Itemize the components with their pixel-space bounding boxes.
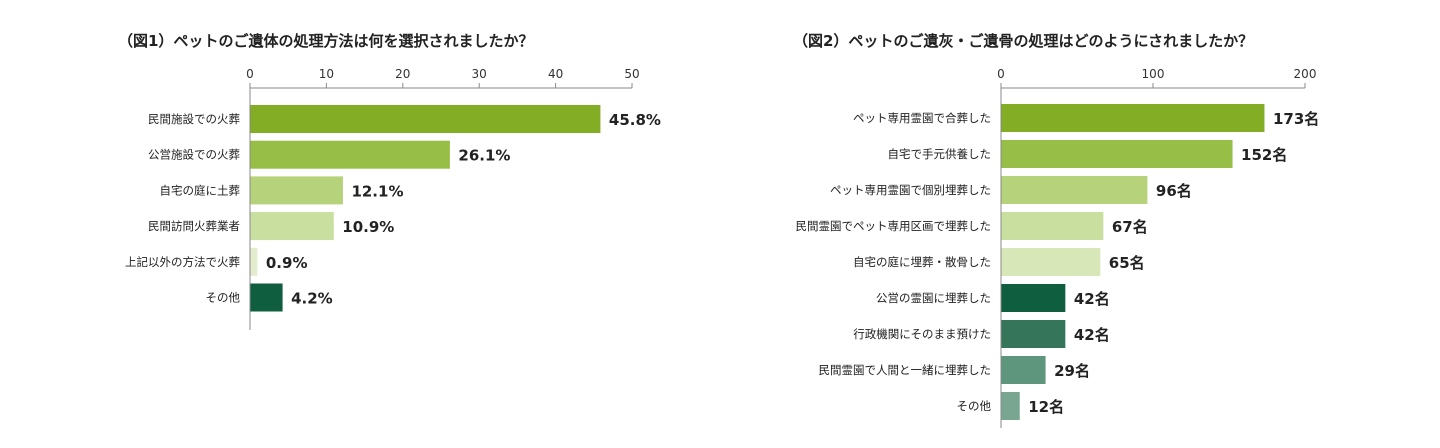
bar <box>250 247 258 276</box>
bar <box>250 140 450 169</box>
category-label: 自宅の庭に埋葬・散骨した <box>853 255 991 269</box>
category-label: 民間霊園で人間と一緒に埋葬した <box>819 363 992 377</box>
bar <box>1001 176 1148 204</box>
category-label: ペット専用霊園で個別埋葬した <box>830 183 991 197</box>
bar <box>1001 356 1046 384</box>
bar <box>250 283 283 312</box>
bar <box>1001 140 1233 168</box>
data-label: 10.9% <box>342 218 394 236</box>
x-tick-label: 10 <box>319 67 334 81</box>
data-label: 0.9% <box>266 254 308 272</box>
category-label: その他 <box>957 399 992 413</box>
data-label: 12名 <box>1028 398 1064 416</box>
data-label: 65名 <box>1109 254 1145 272</box>
data-label: 96名 <box>1156 182 1192 200</box>
category-label: 民間施設での火葬 <box>148 112 240 126</box>
bar <box>250 212 334 241</box>
data-label: 67名 <box>1112 218 1148 236</box>
bar <box>250 105 601 133</box>
bar <box>1001 248 1101 276</box>
category-label: 公営の霊園に埋葬した <box>876 291 991 305</box>
x-tick-label: 50 <box>624 67 639 81</box>
category-label: 公営施設での火葬 <box>148 148 240 162</box>
x-tick-label: 20 <box>395 67 410 81</box>
x-tick-label: 0 <box>997 67 1005 81</box>
bar <box>250 176 343 205</box>
data-label: 152名 <box>1241 146 1287 164</box>
chart2-title: （図2）ペットのご遺灰・ご遺骨の処理はどのようにされましたか？ <box>793 32 1253 50</box>
category-label: 自宅の庭に土葬 <box>160 183 241 197</box>
category-label: ペット専用霊園で合葬した <box>853 111 991 125</box>
category-label: 上記以外の方法で火葬 <box>125 255 240 269</box>
bar <box>1001 392 1020 420</box>
chart1-plot: 0 10 20 30 40 50 民間施設での火葬 45.8% 公営施設での火葬 26.1% 自宅の… <box>125 67 661 330</box>
data-label: 173名 <box>1273 110 1319 128</box>
x-tick-label: 30 <box>472 67 487 81</box>
category-label: 民間霊園でペット専用区画で埋葬した <box>796 219 992 233</box>
data-label: 45.8% <box>609 111 661 129</box>
category-label: 自宅で手元供養した <box>888 147 992 161</box>
category-label: 民間訪問火葬業者 <box>148 219 240 233</box>
chart1-title: （図1）ペットのご遺体の処理方法は何を選択されましたか？ <box>118 32 533 50</box>
data-label: 4.2% <box>291 290 333 308</box>
bar <box>1001 104 1265 132</box>
x-tick-label: 40 <box>548 67 563 81</box>
bar <box>1001 284 1066 312</box>
data-label: 42名 <box>1074 290 1110 308</box>
x-tick-label: 0 <box>246 67 254 81</box>
category-label: その他 <box>206 291 241 305</box>
bar <box>1001 212 1104 240</box>
category-label: 行政機関にそのまま預けた <box>853 327 991 341</box>
data-label: 42名 <box>1074 326 1110 344</box>
data-label: 29名 <box>1054 362 1090 380</box>
data-label: 26.1% <box>458 147 510 165</box>
x-tick-label: 200 <box>1294 67 1317 81</box>
x-tick-label: 100 <box>1142 67 1165 81</box>
bar <box>1001 320 1066 348</box>
data-label: 12.1% <box>351 182 403 200</box>
